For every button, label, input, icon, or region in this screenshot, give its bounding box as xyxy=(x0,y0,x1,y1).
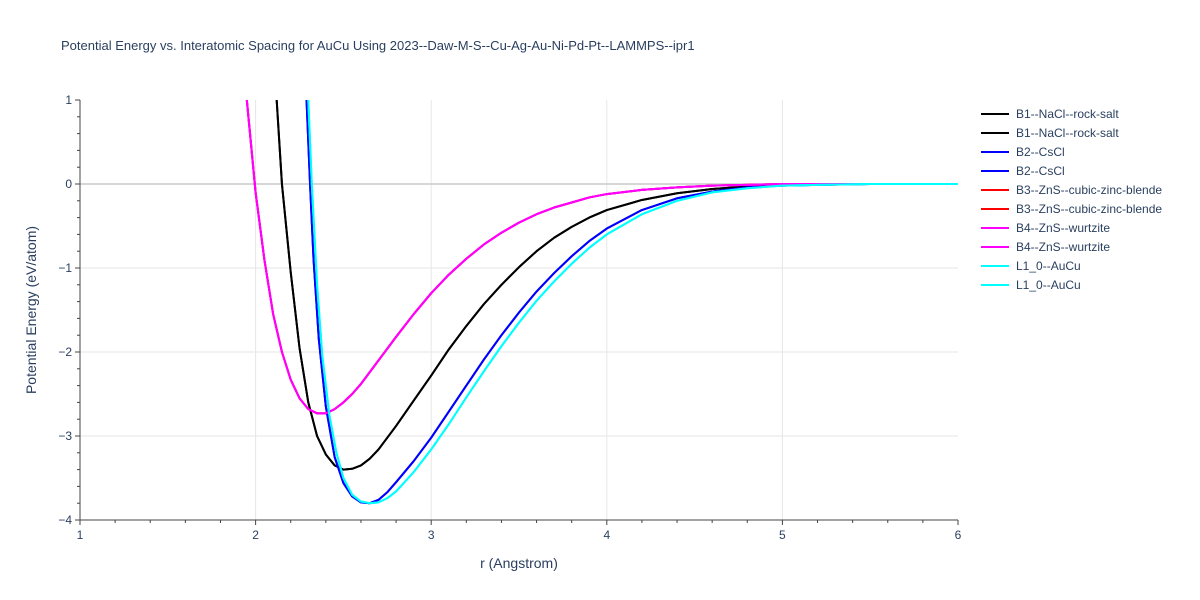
series-line-4[interactable] xyxy=(245,100,958,415)
series-line-3[interactable] xyxy=(305,100,958,505)
series-line-2[interactable] xyxy=(305,100,958,505)
series-line-9[interactable] xyxy=(307,100,958,505)
legend-item[interactable]: B1--NaCl--rock-salt xyxy=(981,107,1119,121)
chart-title: Potential Energy vs. Interatomic Spacing… xyxy=(61,38,695,53)
legend[interactable]: B1--NaCl--rock-salt B1--NaCl--rock-salt B2… xyxy=(981,107,1162,292)
x-tick-label: 6 xyxy=(955,528,962,542)
legend-item[interactable]: B3--ZnS--cubic-zinc-blende xyxy=(981,202,1162,216)
legend-label: B3--ZnS--cubic-zinc-blende xyxy=(1016,202,1162,216)
legend-item[interactable]: L1_0--AuCu xyxy=(981,278,1081,292)
y-tick-label: 1 xyxy=(65,93,72,107)
legend-item[interactable]: L1_0--AuCu xyxy=(981,259,1081,273)
legend-item[interactable]: B3--ZnS--cubic-zinc-blende xyxy=(981,183,1162,197)
legend-label: B1--NaCl--rock-salt xyxy=(1016,107,1119,121)
x-tick-label: 1 xyxy=(77,528,84,542)
legend-label: B1--NaCl--rock-salt xyxy=(1016,126,1119,140)
legend-label: L1_0--AuCu xyxy=(1016,259,1081,273)
y-tick-label: −1 xyxy=(58,261,72,275)
y-tick-label: 0 xyxy=(65,177,72,191)
legend-label: B4--ZnS--wurtzite xyxy=(1016,240,1110,254)
x-tick-label: 3 xyxy=(428,528,435,542)
series-line-5[interactable] xyxy=(245,100,958,415)
series-line-8[interactable] xyxy=(307,100,958,505)
legend-item[interactable]: B4--ZnS--wurtzite xyxy=(981,240,1110,254)
series-layer xyxy=(245,100,958,505)
x-tick-label: 2 xyxy=(252,528,259,542)
legend-item[interactable]: B2--CsCl xyxy=(981,145,1065,159)
y-tick-label: −2 xyxy=(58,345,72,359)
legend-label: B2--CsCl xyxy=(1016,164,1065,178)
axis-layer xyxy=(79,100,958,521)
legend-label: L1_0--AuCu xyxy=(1016,278,1081,292)
legend-label: B2--CsCl xyxy=(1016,145,1065,159)
legend-label: B4--ZnS--wurtzite xyxy=(1016,221,1110,235)
grid-layer xyxy=(80,100,958,520)
x-axis-title: r (Angstrom) xyxy=(480,555,558,571)
series-line-1[interactable] xyxy=(275,100,958,471)
legend-item[interactable]: B2--CsCl xyxy=(981,164,1065,178)
y-tick-label: −3 xyxy=(58,429,72,443)
y-axis-title: Potential Energy (eV/atom) xyxy=(23,226,39,394)
series-line-0[interactable] xyxy=(275,100,958,471)
tick-layer: 1 2 3 4 5 6 1 0 −1 −2 −3 −4 xyxy=(58,93,961,542)
legend-item[interactable]: B1--NaCl--rock-salt xyxy=(981,126,1119,140)
legend-label: B3--ZnS--cubic-zinc-blende xyxy=(1016,183,1162,197)
series-line-7[interactable] xyxy=(245,100,958,415)
series-line-6[interactable] xyxy=(245,100,958,415)
x-tick-label: 5 xyxy=(779,528,786,542)
legend-item[interactable]: B4--ZnS--wurtzite xyxy=(981,221,1110,235)
y-tick-label: −4 xyxy=(58,513,72,527)
x-tick-label: 4 xyxy=(603,528,610,542)
